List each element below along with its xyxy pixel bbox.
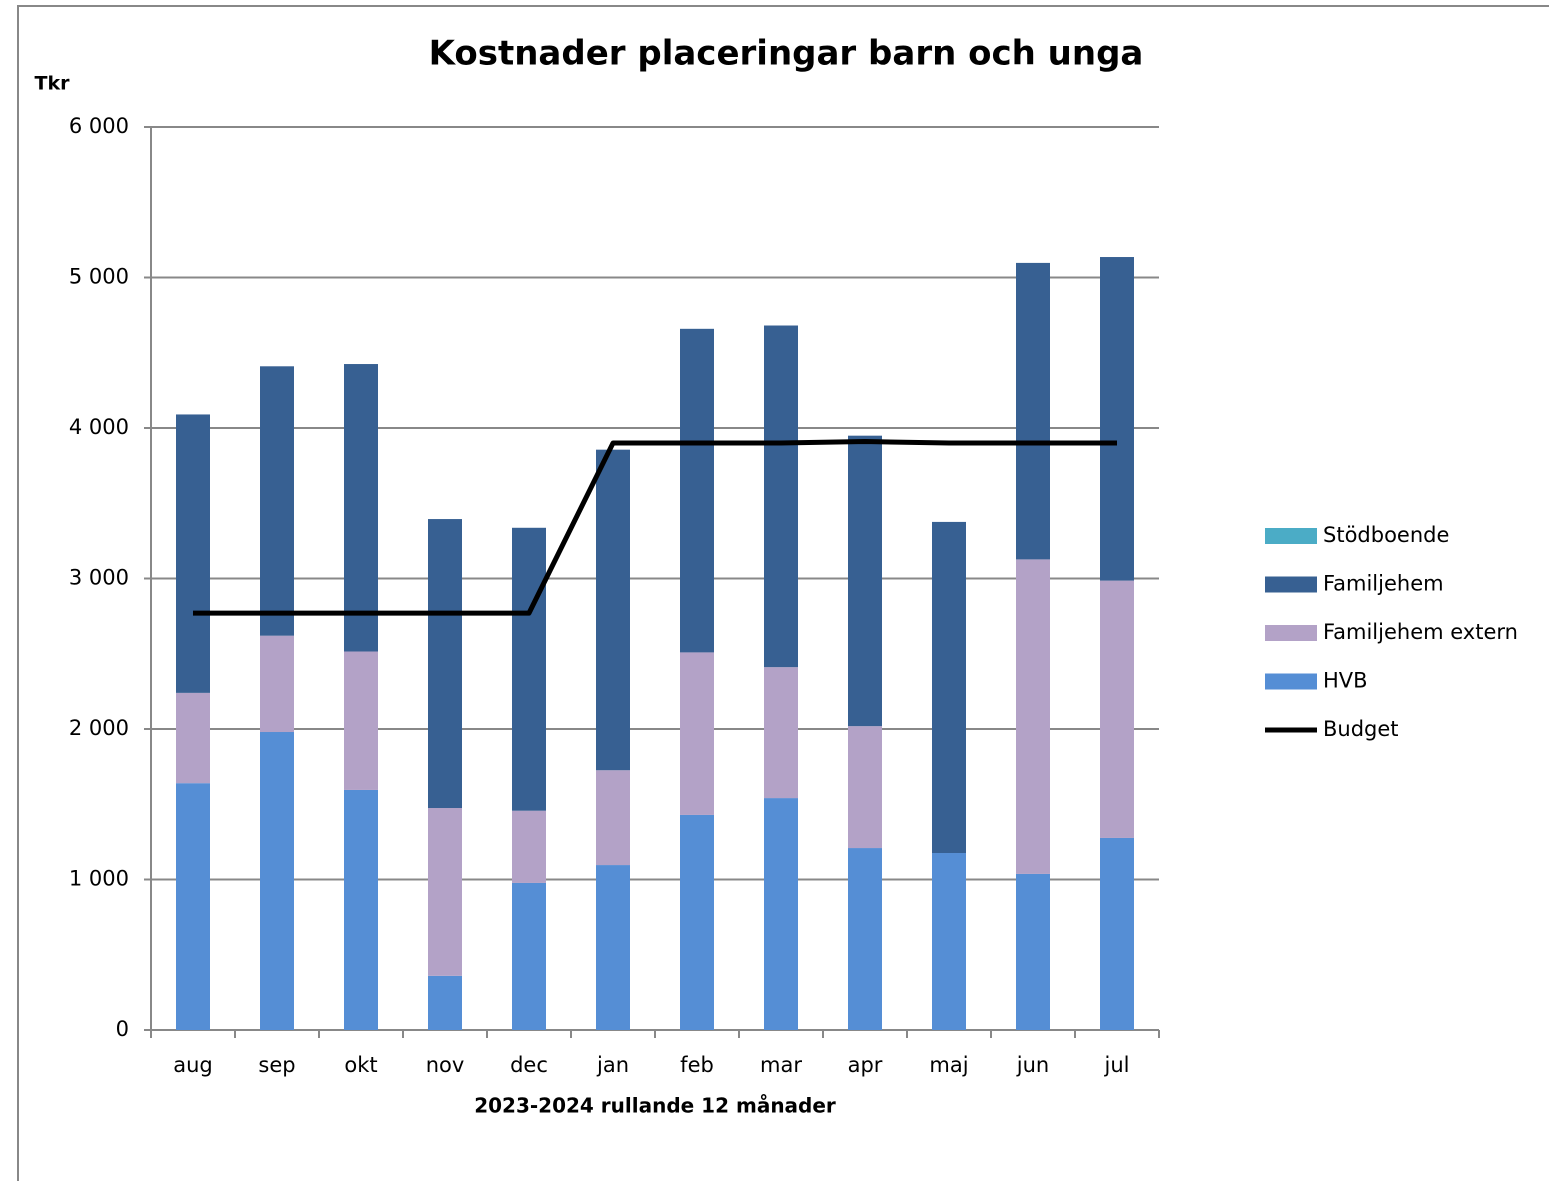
legend-label: HVB [1323, 669, 1368, 693]
bar-segment [596, 770, 630, 866]
legend-swatch [1265, 673, 1317, 690]
bar-segment [1016, 873, 1050, 1030]
x-tick-label: mar [760, 1053, 802, 1077]
bar-segment [428, 519, 462, 809]
bar-segment [428, 975, 462, 1030]
bar-segment [1016, 262, 1050, 560]
y-tick-label: 3 000 [69, 566, 129, 590]
x-tick-label: maj [929, 1053, 968, 1077]
y-tick-label: 5 000 [69, 265, 129, 289]
x-tick-label: aug [173, 1053, 213, 1077]
bar-segment [764, 667, 798, 799]
bar-segment [1100, 257, 1134, 581]
legend-label: Budget [1323, 717, 1399, 741]
bar-segment [680, 652, 714, 815]
bar-segment [596, 449, 630, 771]
bar-segment [344, 364, 378, 652]
legend-swatch [1265, 625, 1317, 641]
x-tick-label: nov [426, 1053, 465, 1077]
y-tick-label: 6 000 [69, 114, 129, 138]
bar-segment [680, 814, 714, 1030]
x-axis-title: 2023-2024 rullande 12 månader [474, 1094, 836, 1118]
bar-segment [176, 414, 210, 693]
bar-segment [848, 435, 882, 727]
x-tick-label: okt [344, 1053, 377, 1077]
x-tick-label: sep [258, 1053, 295, 1077]
y-tick-label: 0 [116, 1017, 129, 1041]
y-tick-label: 4 000 [69, 415, 129, 439]
bar-segment [176, 692, 210, 784]
bar-segment [260, 635, 294, 733]
x-tick-label: feb [680, 1053, 714, 1077]
bar-segment [1016, 559, 1050, 874]
bar-segment [932, 853, 966, 1030]
legend-swatch [1265, 576, 1317, 593]
budget-line [193, 439, 1117, 616]
bar-segment [680, 328, 714, 653]
bar-segment [932, 521, 966, 854]
bar-segment [596, 865, 630, 1030]
x-tick-label: jan [596, 1053, 629, 1077]
y-tick-label: 2 000 [69, 716, 129, 740]
bar-segment [512, 882, 546, 1030]
bar-segment [344, 651, 378, 790]
bar-segment [260, 732, 294, 1030]
bar-segment [764, 798, 798, 1030]
bar-segment [1100, 837, 1134, 1030]
x-tick-label: jul [1104, 1053, 1130, 1077]
bar-segment [848, 726, 882, 849]
legend-swatch [1265, 528, 1317, 544]
bar-segment [344, 789, 378, 1030]
bar-segment [428, 808, 462, 976]
bar-segment [848, 848, 882, 1030]
y-axis-title: Tkr [35, 73, 71, 95]
bar-segment [176, 783, 210, 1030]
bar-segment [260, 366, 294, 636]
x-tick-label: apr [848, 1053, 883, 1077]
bar-segment [764, 325, 798, 668]
legend-label: Familjehem [1323, 572, 1444, 596]
legend-label: Familjehem extern [1323, 620, 1518, 644]
bar-segment [512, 810, 546, 883]
legend-label: Stödboende [1323, 523, 1449, 547]
x-tick-label: jun [1016, 1053, 1049, 1077]
x-tick-label: dec [510, 1053, 548, 1077]
bar-segment [512, 527, 546, 811]
chart-title: Kostnader placeringar barn och unga [429, 34, 1144, 74]
bar-segment [1100, 580, 1134, 838]
y-tick-label: 1 000 [69, 867, 129, 891]
